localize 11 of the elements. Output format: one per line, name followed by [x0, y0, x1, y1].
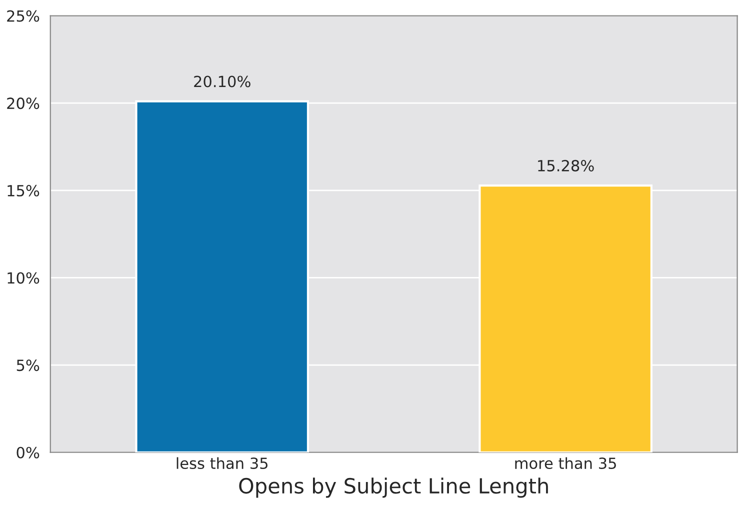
y-tick-label: 20% [7, 98, 40, 110]
y-tick-label: 5% [16, 360, 40, 372]
y-tick-label: 15% [8, 184, 40, 196]
y-tick-label: 10% [8, 272, 40, 284]
x-axis-title: Opens by Subject Line Length [239, 478, 548, 498]
y-tick-label: 25% [7, 10, 40, 22]
data-label: 15.28% [538, 160, 594, 172]
y-tick-label: 0% [16, 446, 40, 458]
x-tick-label: more than 35 [515, 457, 616, 470]
x-tick-label: less than 35 [176, 457, 268, 470]
data-label: 20.10% [194, 76, 250, 88]
